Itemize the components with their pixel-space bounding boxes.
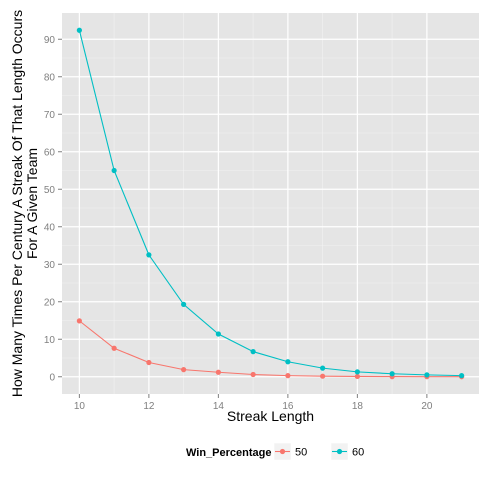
legend-items: 50 60 [273, 442, 364, 461]
y-tick-label: 40 [44, 222, 56, 233]
data-point-60 [181, 301, 187, 307]
y-axis-label-line1: How Many Times Per Century A Streak Of T… [9, 10, 25, 397]
data-point-50 [146, 359, 152, 366]
y-tick-label: 10 [44, 335, 56, 346]
y-axis: 0 10 20 30 40 50 60 70 80 90 [44, 35, 62, 383]
data-point-60 [285, 359, 291, 365]
series-layer [76, 27, 465, 380]
data-point-60 [76, 27, 82, 33]
x-tick-label: 20 [421, 401, 433, 412]
data-point-50 [215, 369, 221, 375]
plot-panel [62, 13, 479, 394]
series-line-50 [79, 320, 462, 378]
x-tick-label: 14 [213, 401, 225, 412]
x-axis-label: Streak Length [227, 408, 314, 424]
y-tick-label: 20 [44, 297, 56, 308]
data-point-50 [354, 373, 360, 380]
y-tick-label: 70 [44, 110, 56, 121]
x-axis: 10 12 14 16 18 20 [74, 394, 433, 412]
data-point-50 [285, 373, 291, 379]
data-point-50 [250, 371, 256, 378]
y-axis-label: How Many Times Per Century A Streak Of T… [9, 10, 40, 397]
legend-title: Win_Percentage [186, 447, 272, 459]
series-line-60 [78, 30, 462, 377]
x-tick-label: 18 [352, 401, 364, 412]
legend-label-50: 50 [295, 447, 307, 459]
y-tick-label: 60 [44, 147, 56, 158]
legend: Win_Percentage 50 60 [186, 442, 364, 461]
y-tick-label: 50 [44, 185, 56, 196]
legend-key-point-50 [279, 448, 286, 455]
data-point-60 [389, 371, 395, 377]
data-point-60 [250, 349, 256, 355]
data-point-60 [459, 373, 465, 379]
data-point-60 [215, 331, 221, 337]
grid-major [62, 13, 479, 394]
data-point-50 [181, 367, 187, 373]
y-tick-label: 90 [44, 35, 56, 46]
x-tick-label: 12 [143, 401, 155, 412]
legend-key-point-60 [336, 448, 343, 455]
data-point-60 [146, 252, 152, 258]
legend-label-60: 60 [352, 447, 364, 459]
y-tick-label: 30 [44, 260, 56, 271]
grid-minor [62, 13, 479, 394]
x-tick-label: 16 [282, 401, 294, 412]
data-point-50 [320, 373, 326, 379]
y-axis-label-line2: For A Given Team [24, 148, 40, 259]
y-tick-label: 80 [44, 72, 56, 83]
data-point-50 [111, 345, 117, 351]
data-point-60 [111, 167, 117, 174]
data-point-60 [354, 369, 360, 375]
x-tick-label: 10 [74, 401, 86, 412]
data-point-50 [76, 318, 82, 324]
data-point-60 [424, 372, 430, 378]
data-point-60 [320, 365, 326, 371]
y-tick-label: 0 [49, 372, 55, 383]
